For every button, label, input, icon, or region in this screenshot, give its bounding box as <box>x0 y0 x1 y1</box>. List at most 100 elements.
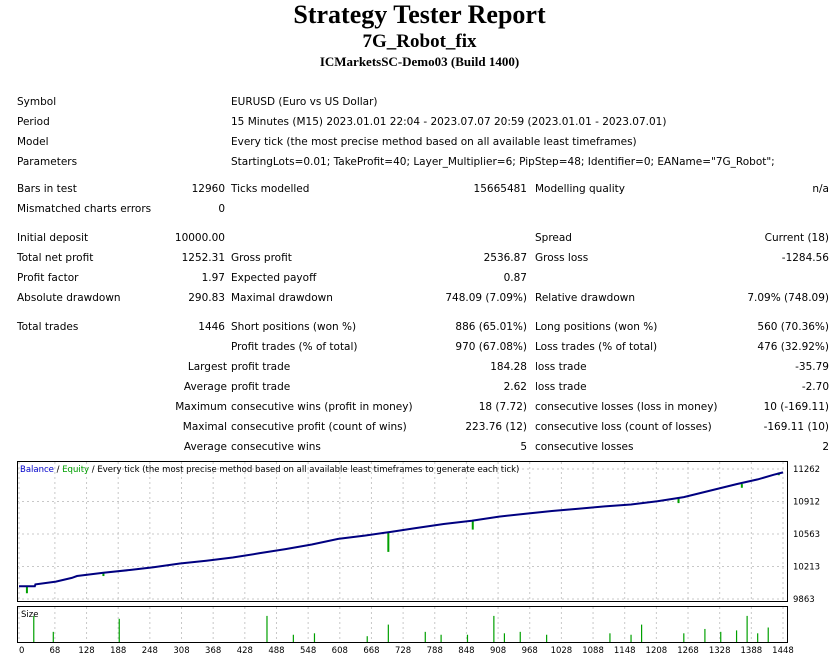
x-tick-label: 1448 <box>772 646 794 656</box>
legend-desc: / Every tick (the most precise method ba… <box>89 465 519 475</box>
short-positions-value: 886 (65.01%) <box>455 321 527 333</box>
server-name: ICMarketsSC-Demo03 (Build 1400) <box>319 54 520 69</box>
total-trades-label: Total trades <box>17 321 79 333</box>
x-tick-labels: 0 68 128 188 248 308 368 428 488 548 608 668 728 788 8… <box>19 646 794 656</box>
x-tick-label: 128 <box>78 646 94 656</box>
maximal-label: Maximal <box>182 421 227 433</box>
max-consecutive-wins-value: 18 (7.72) <box>478 401 527 413</box>
mismatch-label: Mismatched charts errors <box>17 203 152 215</box>
maximal-drawdown-label: Maximal drawdown <box>231 292 333 304</box>
legend-sep1: / <box>54 465 62 475</box>
x-tick-label: 968 <box>522 646 538 656</box>
net-profit-label: Total net profit <box>17 252 94 264</box>
relative-drawdown-value: 7.09% (748.09) <box>747 292 829 304</box>
size-label: Size <box>21 610 38 620</box>
maximal-consecutive-loss-label: consecutive loss (count of losses) <box>535 421 712 433</box>
y-tick-label: 10213 <box>793 562 820 572</box>
y-tick-label: 11262 <box>793 465 820 475</box>
parameters-value: StartingLots=0.01; TakeProfit=40; Layer_… <box>231 156 775 168</box>
maximal-drawdown-value: 748.09 (7.09%) <box>445 292 527 304</box>
x-tick-label: 1328 <box>709 646 731 656</box>
long-positions-label: Long positions (won %) <box>535 321 658 333</box>
net-profit-value: 1252.31 <box>181 252 225 264</box>
y-tick-labels: 11262 10912 10563 10213 9863 <box>793 465 820 605</box>
chart-legend: Balance / Equity / Every tick (the most … <box>20 465 519 475</box>
bars-value: 12960 <box>191 183 225 195</box>
largest-profit-value: 184.28 <box>490 361 527 373</box>
loss-trades-label: Loss trades (% of total) <box>535 341 658 353</box>
x-tick-label: 368 <box>205 646 221 656</box>
relative-drawdown-label: Relative drawdown <box>535 292 636 304</box>
x-tick-label: 308 <box>173 646 189 656</box>
profit-trades-label: Profit trades (% of total) <box>231 341 358 353</box>
profit-factor-value: 1.97 <box>201 272 225 284</box>
x-tick-label: 608 <box>332 646 348 656</box>
symbol-label: Symbol <box>17 96 57 108</box>
model-label: Model <box>17 136 49 148</box>
period-value: 15 Minutes (M15) 2023.01.01 22:04 - 2023… <box>231 116 667 128</box>
report-title: Strategy Tester Report <box>293 0 546 29</box>
chart-grid <box>17 462 787 642</box>
y-tick-label: 9863 <box>793 595 815 605</box>
y-tick-label: 10912 <box>793 498 820 508</box>
avg-consecutive-wins-value: 5 <box>520 441 527 453</box>
maximum-label: Maximum <box>175 401 227 413</box>
balance-chart: Balance / Equity / Every tick (the most … <box>17 461 820 656</box>
x-tick-label: 488 <box>268 646 284 656</box>
x-tick-label: 428 <box>237 646 253 656</box>
main-plot-frame <box>17 461 788 602</box>
gross-profit-label: Gross profit <box>231 252 292 264</box>
maximal-consecutive-loss-value: -169.11 (10) <box>763 421 829 433</box>
largest-loss-label: loss trade <box>535 361 587 373</box>
maximal-consecutive-profit-value: 223.76 (12) <box>465 421 527 433</box>
x-tick-label: 1208 <box>646 646 668 656</box>
maximal-consecutive-profit-label: consecutive profit (count of wins) <box>231 421 407 433</box>
max-consecutive-losses-label: consecutive losses (loss in money) <box>535 401 718 413</box>
x-tick-label: 1088 <box>582 646 604 656</box>
period-label: Period <box>17 116 50 128</box>
largest-label: Largest <box>187 361 227 373</box>
average-label: Average <box>183 381 227 393</box>
avg-consecutive-wins-label: consecutive wins <box>231 441 321 453</box>
average-loss-value: -2.70 <box>801 381 829 393</box>
largest-loss-value: -35.79 <box>795 361 829 373</box>
x-tick-label: 788 <box>427 646 443 656</box>
expert-name: 7G_Robot_fix <box>362 31 477 52</box>
absolute-drawdown-value: 290.83 <box>188 292 225 304</box>
avg-consecutive-losses-label: consecutive losses <box>535 441 634 453</box>
quality-label: Modelling quality <box>535 183 625 195</box>
max-consecutive-losses-value: 10 (-169.11) <box>763 401 829 413</box>
avg-label: Average <box>183 441 227 453</box>
gross-loss-value: -1284.56 <box>781 252 829 264</box>
expected-payoff-label: Expected payoff <box>231 272 317 284</box>
size-bars <box>33 615 769 642</box>
gross-loss-label: Gross loss <box>535 252 589 264</box>
initial-deposit-value: 10000.00 <box>174 232 225 244</box>
spread-value: Current (18) <box>764 232 829 244</box>
x-tick-label: 548 <box>300 646 316 656</box>
long-positions-value: 560 (70.36%) <box>757 321 829 333</box>
balance-chart-panel: Balance / Equity / Every tick (the most … <box>17 461 839 658</box>
average-profit-label: profit trade <box>231 381 291 393</box>
x-tick-label: 68 <box>49 646 60 656</box>
balance-line <box>19 471 784 588</box>
x-tick-label: 188 <box>110 646 126 656</box>
x-tick-label: 848 <box>458 646 474 656</box>
max-consecutive-wins-label: consecutive wins (profit in money) <box>231 401 413 413</box>
spread-label: Spread <box>535 232 572 244</box>
x-tick-label: 668 <box>363 646 379 656</box>
average-profit-value: 2.62 <box>503 381 527 393</box>
x-tick-label: 908 <box>490 646 506 656</box>
model-value: Every tick (the most precise method base… <box>231 136 637 148</box>
initial-deposit-label: Initial deposit <box>17 232 89 244</box>
largest-profit-label: profit trade <box>231 361 291 373</box>
x-tick-label: 1148 <box>614 646 636 656</box>
absolute-drawdown-label: Absolute drawdown <box>17 292 121 304</box>
parameters-label: Parameters <box>17 156 78 168</box>
ticks-label: Ticks modelled <box>231 183 310 195</box>
equity-dips <box>25 472 780 594</box>
ticks-value: 15665481 <box>473 183 527 195</box>
x-tick-label: 728 <box>395 646 411 656</box>
x-tick-label: 1028 <box>551 646 573 656</box>
loss-trades-value: 476 (32.92%) <box>757 341 829 353</box>
